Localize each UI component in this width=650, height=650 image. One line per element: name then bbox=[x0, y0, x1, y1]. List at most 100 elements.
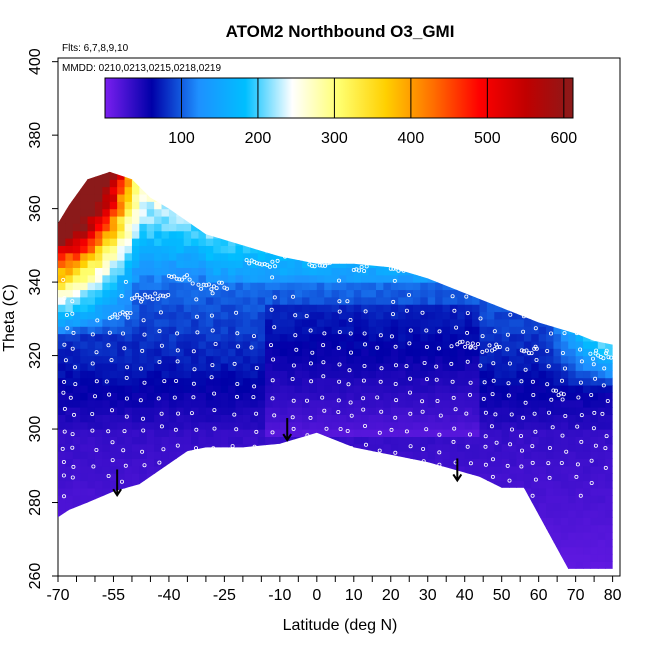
field-cell bbox=[183, 384, 192, 393]
field-cell bbox=[353, 553, 362, 562]
field-cell bbox=[605, 553, 613, 562]
field-cell bbox=[375, 348, 384, 357]
field-cell bbox=[220, 399, 229, 408]
field-cell bbox=[568, 311, 577, 320]
field-cell bbox=[383, 296, 392, 305]
field-cell bbox=[58, 318, 66, 327]
field-cell bbox=[272, 289, 281, 298]
field-cell bbox=[117, 546, 126, 555]
field-cell bbox=[442, 326, 451, 335]
field-cell bbox=[191, 362, 200, 371]
field-cell bbox=[486, 531, 495, 540]
field-cell bbox=[494, 179, 503, 188]
field-cell bbox=[146, 502, 155, 511]
field-cell bbox=[494, 230, 503, 239]
field-cell bbox=[220, 348, 229, 357]
field-cell bbox=[309, 384, 318, 393]
field-cell bbox=[509, 553, 518, 562]
field-cell bbox=[87, 370, 96, 379]
field-cell bbox=[613, 238, 621, 246]
field-cell bbox=[472, 201, 481, 210]
field-cell bbox=[257, 230, 266, 239]
field-cell bbox=[316, 245, 325, 254]
field-cell bbox=[568, 171, 577, 173]
field-cell bbox=[546, 443, 555, 452]
field-cell bbox=[605, 399, 613, 408]
field-cell bbox=[538, 179, 547, 188]
field-cell bbox=[213, 362, 222, 371]
field-cell bbox=[605, 267, 613, 276]
field-cell bbox=[457, 451, 466, 460]
field-cell bbox=[575, 436, 584, 445]
track-point bbox=[70, 432, 75, 437]
field-cell bbox=[109, 267, 118, 276]
field-cell bbox=[590, 179, 599, 188]
field-cell bbox=[590, 193, 599, 202]
field-cell bbox=[235, 333, 244, 342]
field-cell bbox=[146, 539, 155, 548]
field-cell bbox=[302, 238, 311, 246]
field-cell bbox=[427, 215, 436, 224]
field-cell bbox=[242, 362, 251, 371]
field-cell bbox=[250, 561, 259, 569]
track-point bbox=[141, 318, 146, 323]
field-cell bbox=[435, 201, 444, 210]
field-cell bbox=[486, 348, 495, 357]
field-cell bbox=[546, 539, 555, 548]
field-cell bbox=[80, 443, 89, 452]
field-cell bbox=[205, 274, 214, 283]
field-cell bbox=[183, 524, 192, 533]
field-cell bbox=[309, 340, 318, 349]
track-point bbox=[361, 407, 366, 412]
field-cell bbox=[228, 421, 237, 430]
field-cell bbox=[412, 539, 421, 548]
field-cell bbox=[368, 458, 377, 467]
field-cell bbox=[331, 289, 340, 298]
field-cell bbox=[183, 539, 192, 548]
field-cell bbox=[302, 296, 311, 305]
field-cell bbox=[442, 384, 451, 393]
field-cell bbox=[183, 443, 192, 452]
chart-title: ATOM2 Northbound O3_GMI bbox=[226, 22, 455, 41]
field-cell bbox=[176, 553, 185, 562]
field-cell bbox=[65, 546, 74, 555]
field-cell bbox=[65, 193, 74, 202]
field-cell bbox=[94, 524, 103, 533]
field-cell bbox=[398, 407, 407, 415]
field-cell bbox=[183, 223, 192, 232]
track-point bbox=[304, 398, 309, 403]
field-cell bbox=[383, 326, 392, 335]
field-cell bbox=[353, 487, 362, 496]
track-point bbox=[125, 310, 130, 315]
field-cell bbox=[94, 311, 103, 320]
field-cell bbox=[523, 215, 532, 224]
field-cell bbox=[102, 260, 111, 269]
field-cell bbox=[405, 223, 414, 232]
field-cell bbox=[94, 384, 103, 393]
field-cell bbox=[420, 311, 429, 320]
track-point bbox=[408, 328, 413, 333]
field-cell bbox=[457, 553, 466, 562]
field-cell bbox=[613, 245, 621, 253]
field-cell bbox=[516, 326, 525, 335]
field-cell bbox=[94, 502, 103, 511]
field-cell bbox=[538, 186, 547, 195]
field-cell bbox=[501, 421, 510, 430]
field-cell bbox=[94, 193, 103, 202]
track-point bbox=[533, 344, 538, 349]
field-cell bbox=[346, 509, 355, 518]
field-cell bbox=[516, 517, 525, 526]
field-cell bbox=[331, 561, 340, 569]
field-cell bbox=[398, 252, 407, 261]
field-cell bbox=[198, 553, 207, 562]
field-cell bbox=[139, 568, 148, 569]
field-cell bbox=[131, 561, 140, 569]
field-cell bbox=[427, 399, 436, 408]
track-point bbox=[533, 429, 538, 434]
field-cell bbox=[390, 502, 399, 511]
field-cell bbox=[198, 304, 207, 313]
field-cell bbox=[279, 171, 288, 180]
field-cell bbox=[257, 289, 266, 298]
field-cell bbox=[472, 252, 481, 261]
track-point bbox=[506, 393, 511, 398]
